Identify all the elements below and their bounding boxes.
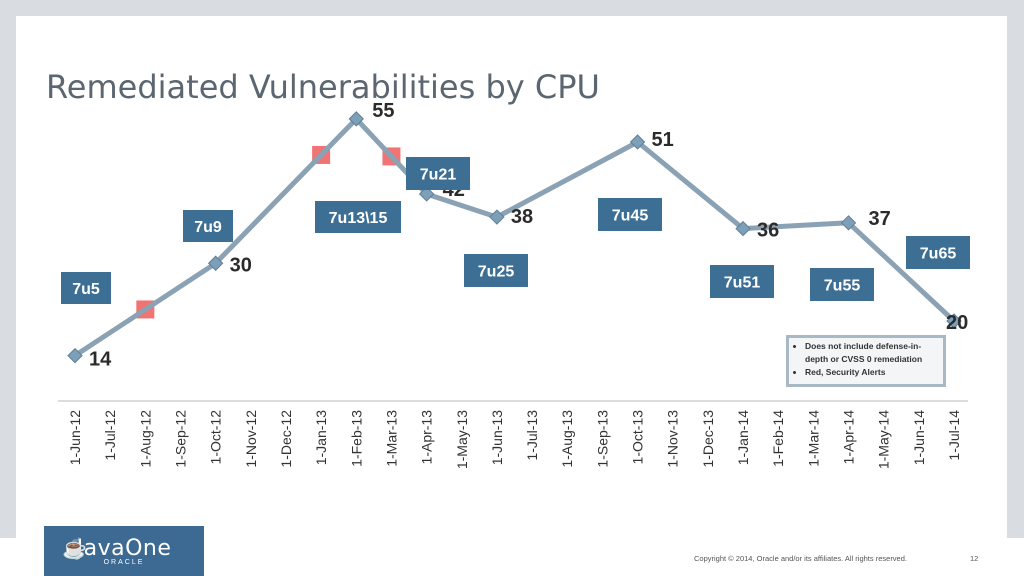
data-label: 55 <box>372 100 394 122</box>
x-tick-label: 1-Jun-13 <box>489 410 505 465</box>
release-label: 7u5 <box>72 281 100 298</box>
release-label: 7u9 <box>194 219 222 236</box>
data-label: 38 <box>511 206 533 228</box>
x-tick-label: 1-Apr-14 <box>841 410 857 465</box>
release-label: 7u55 <box>824 278 861 295</box>
data-point-marker <box>840 215 857 231</box>
note-item: Does not include defense-in-depth or CVS… <box>805 340 939 366</box>
data-point-marker <box>348 111 364 127</box>
x-tick-label: 1-Sep-13 <box>594 410 610 468</box>
data-point-marker <box>67 347 83 364</box>
release-label-box <box>61 272 111 304</box>
x-tick-label: 1-Dec-12 <box>278 410 294 468</box>
x-tick-label: 1-Nov-12 <box>243 410 259 468</box>
javaone-logo: ☕ JavaOne ORACLE <box>44 526 204 576</box>
x-tick-label: 1-Feb-13 <box>348 410 364 467</box>
logo-sub: ORACLE <box>103 559 145 566</box>
copyright-text: Copyright © 2014, Oracle and/or its affi… <box>694 554 907 563</box>
x-tick-label: 1-Oct-13 <box>630 410 646 465</box>
x-tick-label: 1-Aug-13 <box>559 410 575 468</box>
data-point-marker <box>418 186 435 202</box>
release-label-box <box>598 198 662 231</box>
x-tick-label: 1-Mar-14 <box>805 410 821 467</box>
java-cup-icon: ☕ <box>62 538 87 560</box>
x-tick-label: 1-May-14 <box>876 410 892 469</box>
x-tick-label: 1-Mar-13 <box>383 410 399 467</box>
data-point-marker <box>489 209 505 225</box>
data-point-marker <box>207 255 224 271</box>
release-label: 7u65 <box>920 246 957 263</box>
x-tick-label: 1-Feb-14 <box>770 410 786 467</box>
release-label-box <box>906 236 970 269</box>
data-label: 51 <box>652 129 674 151</box>
x-tick-label: 1-Sep-12 <box>172 410 188 468</box>
release-label: 7u13\15 <box>329 210 388 227</box>
x-tick-label: 1-Oct-12 <box>208 410 224 465</box>
slide-title: Remediated Vulnerabilities by CPU <box>46 68 600 106</box>
release-label-box <box>710 265 774 298</box>
logo-name: JavaOne <box>76 536 172 561</box>
x-tick-label: 1-Jun-12 <box>67 410 83 465</box>
data-label: 14 <box>89 349 112 371</box>
x-tick-label: 1-Jul-14 <box>946 410 962 461</box>
x-tick-label: 1-Aug-12 <box>137 410 153 468</box>
release-label: 7u25 <box>478 264 515 281</box>
data-point-marker <box>735 220 751 237</box>
x-tick-label: 1-Jun-14 <box>911 410 927 465</box>
x-tick-label: 1-Jan-13 <box>313 410 329 465</box>
x-tick-label: 1-Apr-13 <box>419 410 435 465</box>
page-number: 12 <box>970 554 979 563</box>
x-tick-label: 1-Nov-13 <box>665 410 681 468</box>
release-label: 7u21 <box>420 167 457 184</box>
data-label: 37 <box>869 208 891 230</box>
data-label: 20 <box>946 312 968 334</box>
note-item: Red, Security Alerts <box>805 366 939 379</box>
release-label-box <box>406 157 470 190</box>
release-label-box <box>810 268 874 301</box>
data-point-marker <box>629 134 646 150</box>
data-label: 30 <box>230 254 252 276</box>
notes-box: Does not include defense-in-depth or CVS… <box>786 335 946 387</box>
release-label: 7u51 <box>724 275 761 292</box>
data-label: 36 <box>757 220 779 242</box>
release-label: 7u45 <box>612 208 649 225</box>
x-tick-label: 1-Jul-12 <box>102 410 118 461</box>
x-tick-label: 1-May-13 <box>454 410 470 469</box>
data-point-marker <box>946 313 962 329</box>
x-tick-label: 1-Dec-13 <box>700 410 716 468</box>
release-label-box <box>315 201 401 233</box>
x-tick-label: 1-Jul-13 <box>524 410 540 461</box>
release-label-box <box>464 254 528 287</box>
x-tick-label: 1-Jan-14 <box>735 410 751 465</box>
release-label-box <box>183 210 233 242</box>
